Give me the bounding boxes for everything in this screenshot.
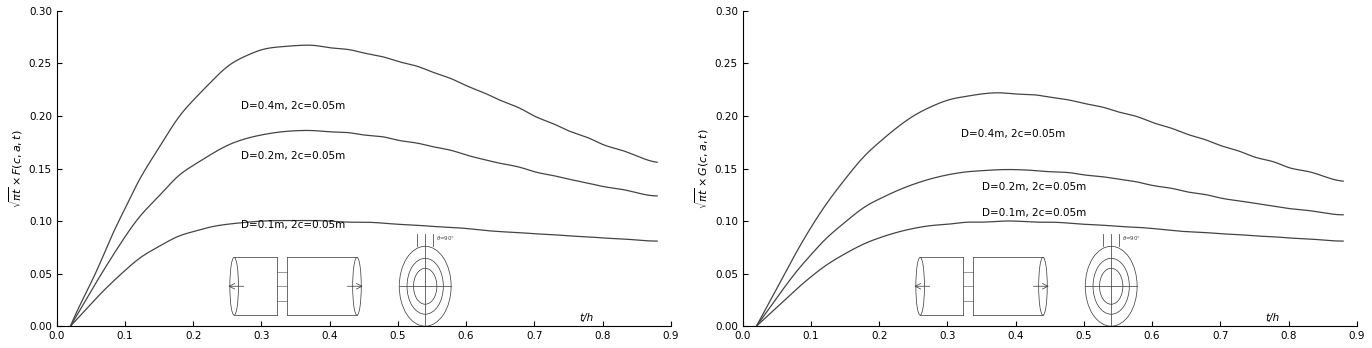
Y-axis label: $\sqrt{\pi t}\times G(c,a,t)$: $\sqrt{\pi t}\times G(c,a,t)$: [693, 128, 711, 209]
Text: $\theta$=90°: $\theta$=90°: [435, 234, 454, 242]
Text: D=0.4m, 2c=0.05m: D=0.4m, 2c=0.05m: [962, 129, 1065, 139]
Text: D=0.1m, 2c=0.05m: D=0.1m, 2c=0.05m: [241, 220, 346, 230]
Text: D=0.2m, 2c=0.05m: D=0.2m, 2c=0.05m: [981, 182, 1085, 192]
Text: D=0.2m, 2c=0.05m: D=0.2m, 2c=0.05m: [241, 151, 346, 161]
Text: D=0.1m, 2c=0.05m: D=0.1m, 2c=0.05m: [981, 208, 1085, 218]
Text: t/h: t/h: [580, 313, 594, 323]
Y-axis label: $\sqrt{\pi t}\times F(c,a,t)$: $\sqrt{\pi t}\times F(c,a,t)$: [7, 129, 25, 208]
Text: D=0.4m, 2c=0.05m: D=0.4m, 2c=0.05m: [241, 101, 346, 111]
Text: t/h: t/h: [1266, 313, 1280, 323]
Text: $\theta$=90°: $\theta$=90°: [1121, 234, 1140, 242]
